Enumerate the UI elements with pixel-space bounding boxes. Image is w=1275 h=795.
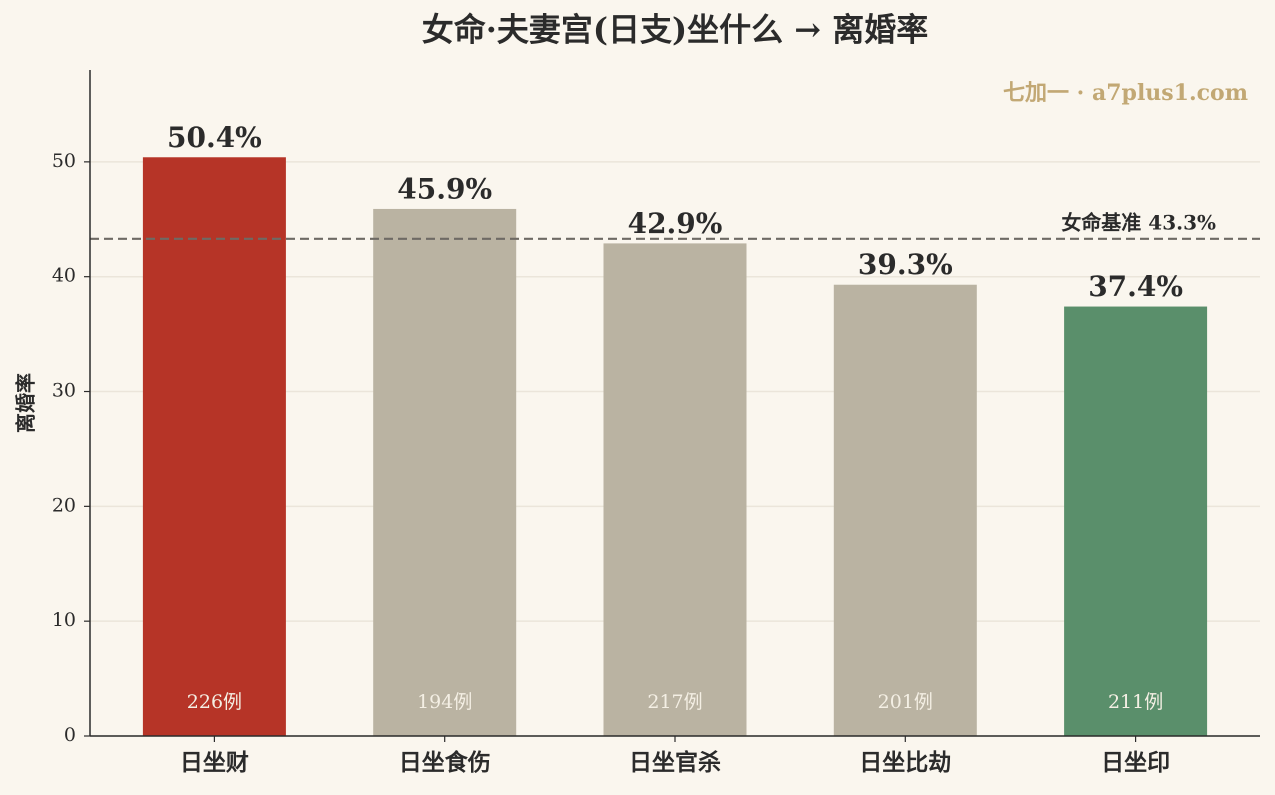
bar bbox=[373, 208, 517, 736]
value-label: 42.9% bbox=[628, 207, 723, 240]
chart-title: 女命·夫妻宫(日支)坐什么 → 离婚率 bbox=[422, 11, 929, 49]
bar bbox=[833, 284, 977, 736]
y-tick-label: 30 bbox=[52, 380, 76, 402]
x-tick-label: 日坐印 bbox=[1101, 749, 1170, 776]
bar bbox=[603, 243, 747, 736]
y-tick-label: 50 bbox=[52, 150, 76, 172]
bar bbox=[142, 157, 286, 736]
x-tick-label: 日坐官杀 bbox=[629, 749, 721, 776]
watermark: 七加一 · a7plus1.com bbox=[1003, 80, 1248, 106]
value-label: 50.4% bbox=[167, 121, 262, 154]
value-label: 39.3% bbox=[858, 248, 953, 281]
x-tick-label: 日坐食伤 bbox=[399, 749, 491, 776]
y-tick-label: 0 bbox=[64, 724, 76, 746]
y-tick-label: 20 bbox=[52, 494, 76, 516]
count-label: 226例 bbox=[187, 691, 242, 713]
y-axis-label: 离婚率 bbox=[14, 373, 38, 433]
count-label: 194例 bbox=[417, 691, 472, 713]
x-tick-label: 日坐比劫 bbox=[859, 749, 951, 776]
value-label: 37.4% bbox=[1088, 270, 1183, 303]
count-label: 217例 bbox=[647, 691, 702, 713]
y-tick-label: 10 bbox=[52, 609, 76, 631]
y-tick-label: 40 bbox=[52, 265, 76, 287]
count-label: 211例 bbox=[1108, 691, 1163, 713]
count-label: 201例 bbox=[878, 691, 933, 713]
x-tick-label: 日坐财 bbox=[180, 749, 249, 776]
value-label: 45.9% bbox=[397, 172, 492, 205]
bar bbox=[1064, 306, 1208, 736]
baseline-label: 女命基准 43.3% bbox=[1061, 210, 1216, 234]
